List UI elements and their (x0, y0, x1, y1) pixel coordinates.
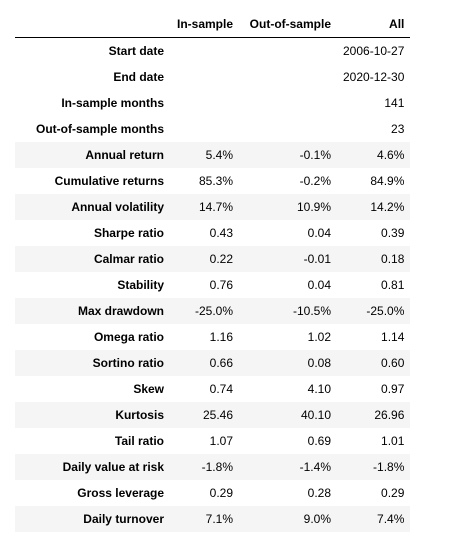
row-value: 0.29 (170, 480, 239, 506)
info-label: In-sample months (15, 90, 170, 116)
row-value: 14.2% (337, 194, 411, 220)
row-value: 1.01 (337, 428, 411, 454)
row-value: 0.29 (337, 480, 411, 506)
row-value: 0.28 (239, 480, 337, 506)
table-row: Sortino ratio 0.66 0.08 0.60 (15, 350, 411, 376)
row-value: -1.4% (239, 454, 337, 480)
header-all: All (337, 11, 411, 38)
table-row: Skew 0.74 4.10 0.97 (15, 376, 411, 402)
info-section: Start date 2006-10-27 End date 2020-12-3… (15, 37, 411, 142)
row-label: Omega ratio (15, 324, 170, 350)
row-value: 1.07 (170, 428, 239, 454)
row-label: Max drawdown (15, 298, 170, 324)
info-label: Start date (15, 37, 170, 64)
info-value: 2006-10-27 (337, 37, 411, 64)
row-value: -1.8% (337, 454, 411, 480)
row-label: Kurtosis (15, 402, 170, 428)
table-row: Annual return 5.4% -0.1% 4.6% (15, 142, 411, 168)
row-value: 1.02 (239, 324, 337, 350)
row-value: 1.16 (170, 324, 239, 350)
row-value: -0.2% (239, 168, 337, 194)
row-value: 0.69 (239, 428, 337, 454)
row-value: -25.0% (170, 298, 239, 324)
row-value: 0.43 (170, 220, 239, 246)
table-row: Kurtosis 25.46 40.10 26.96 (15, 402, 411, 428)
row-value: 0.76 (170, 272, 239, 298)
row-value: 0.60 (337, 350, 411, 376)
row-value: 84.9% (337, 168, 411, 194)
row-label: Daily value at risk (15, 454, 170, 480)
table-row: Max drawdown -25.0% -10.5% -25.0% (15, 298, 411, 324)
row-value: 7.1% (170, 506, 239, 532)
row-value: 5.4% (170, 142, 239, 168)
info-row-start-date: Start date 2006-10-27 (15, 37, 411, 64)
row-value: 1.14 (337, 324, 411, 350)
header-row: In-sample Out-of-sample All (15, 11, 411, 38)
row-value: 0.04 (239, 272, 337, 298)
row-value: 0.22 (170, 246, 239, 272)
table-row: Daily turnover 7.1% 9.0% 7.4% (15, 506, 411, 532)
info-row-out-of-sample-months: Out-of-sample months 23 (15, 116, 411, 142)
table-header: In-sample Out-of-sample All (15, 11, 411, 38)
row-label: Sortino ratio (15, 350, 170, 376)
row-value: 0.18 (337, 246, 411, 272)
table-row: Annual volatility 14.7% 10.9% 14.2% (15, 194, 411, 220)
row-label: Cumulative returns (15, 168, 170, 194)
row-value: 10.9% (239, 194, 337, 220)
table-row: Daily value at risk -1.8% -1.4% -1.8% (15, 454, 411, 480)
table-row: Cumulative returns 85.3% -0.2% 84.9% (15, 168, 411, 194)
row-value: 4.10 (239, 376, 337, 402)
table-row: Calmar ratio 0.22 -0.01 0.18 (15, 246, 411, 272)
row-value: -25.0% (337, 298, 411, 324)
row-value: 26.96 (337, 402, 411, 428)
header-out-of-sample: Out-of-sample (239, 11, 337, 38)
row-label: Annual return (15, 142, 170, 168)
row-value: -0.01 (239, 246, 337, 272)
row-value: -10.5% (239, 298, 337, 324)
info-label: Out-of-sample months (15, 116, 170, 142)
row-value: 4.6% (337, 142, 411, 168)
row-value: 0.74 (170, 376, 239, 402)
row-value: 0.04 (239, 220, 337, 246)
row-value: -1.8% (170, 454, 239, 480)
row-label: Daily turnover (15, 506, 170, 532)
row-value: 14.7% (170, 194, 239, 220)
table-row: Sharpe ratio 0.43 0.04 0.39 (15, 220, 411, 246)
info-value: 23 (337, 116, 411, 142)
info-value: 141 (337, 90, 411, 116)
row-value: 0.66 (170, 350, 239, 376)
row-label: Skew (15, 376, 170, 402)
header-blank (15, 11, 170, 38)
info-label: End date (15, 64, 170, 90)
header-in-sample: In-sample (170, 11, 239, 38)
row-value: 0.08 (239, 350, 337, 376)
row-value: 85.3% (170, 168, 239, 194)
row-value: 0.97 (337, 376, 411, 402)
row-value: 0.39 (337, 220, 411, 246)
table-row: Gross leverage 0.29 0.28 0.29 (15, 480, 411, 506)
row-label: Stability (15, 272, 170, 298)
stats-section: Annual return 5.4% -0.1% 4.6% Cumulative ret… (15, 142, 411, 532)
row-label: Gross leverage (15, 480, 170, 506)
table-row: Tail ratio 1.07 0.69 1.01 (15, 428, 411, 454)
info-value: 2020-12-30 (337, 64, 411, 90)
row-value: 7.4% (337, 506, 411, 532)
info-row-end-date: End date 2020-12-30 (15, 64, 411, 90)
row-value: 25.46 (170, 402, 239, 428)
row-label: Sharpe ratio (15, 220, 170, 246)
info-row-in-sample-months: In-sample months 141 (15, 90, 411, 116)
row-label: Calmar ratio (15, 246, 170, 272)
row-label: Annual volatility (15, 194, 170, 220)
row-value: 9.0% (239, 506, 337, 532)
table-row: Omega ratio 1.16 1.02 1.14 (15, 324, 411, 350)
row-value: 0.81 (337, 272, 411, 298)
row-value: -0.1% (239, 142, 337, 168)
table-row: Stability 0.76 0.04 0.81 (15, 272, 411, 298)
performance-table: Start date 2006-10-27 End date 2020-12-3… (15, 11, 411, 532)
row-label: Tail ratio (15, 428, 170, 454)
row-value: 40.10 (239, 402, 337, 428)
